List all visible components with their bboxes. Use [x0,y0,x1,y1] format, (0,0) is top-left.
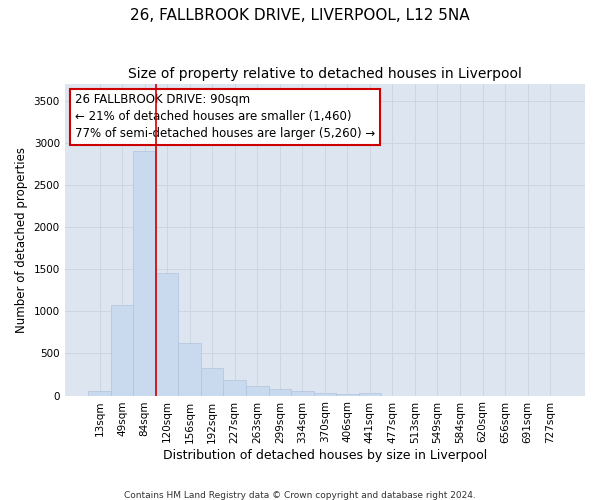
Y-axis label: Number of detached properties: Number of detached properties [15,147,28,333]
Text: 26 FALLBROOK DRIVE: 90sqm
← 21% of detached houses are smaller (1,460)
77% of se: 26 FALLBROOK DRIVE: 90sqm ← 21% of detac… [75,94,376,140]
Bar [201,368,223,396]
Text: 26, FALLBROOK DRIVE, LIVERPOOL, L12 5NA: 26, FALLBROOK DRIVE, LIVERPOOL, L12 5NA [130,8,470,22]
Bar [314,392,336,396]
Bar [359,393,381,396]
Bar [336,394,359,396]
Bar [223,380,246,396]
Bar [88,392,111,396]
Bar [178,344,201,396]
Title: Size of property relative to detached houses in Liverpool: Size of property relative to detached ho… [128,68,522,82]
Bar [269,389,291,396]
Text: Contains HM Land Registry data © Crown copyright and database right 2024.: Contains HM Land Registry data © Crown c… [124,490,476,500]
Bar [246,386,269,396]
Bar [111,304,133,396]
Bar [133,152,156,396]
Bar [291,390,314,396]
X-axis label: Distribution of detached houses by size in Liverpool: Distribution of detached houses by size … [163,450,487,462]
Bar [156,272,178,396]
